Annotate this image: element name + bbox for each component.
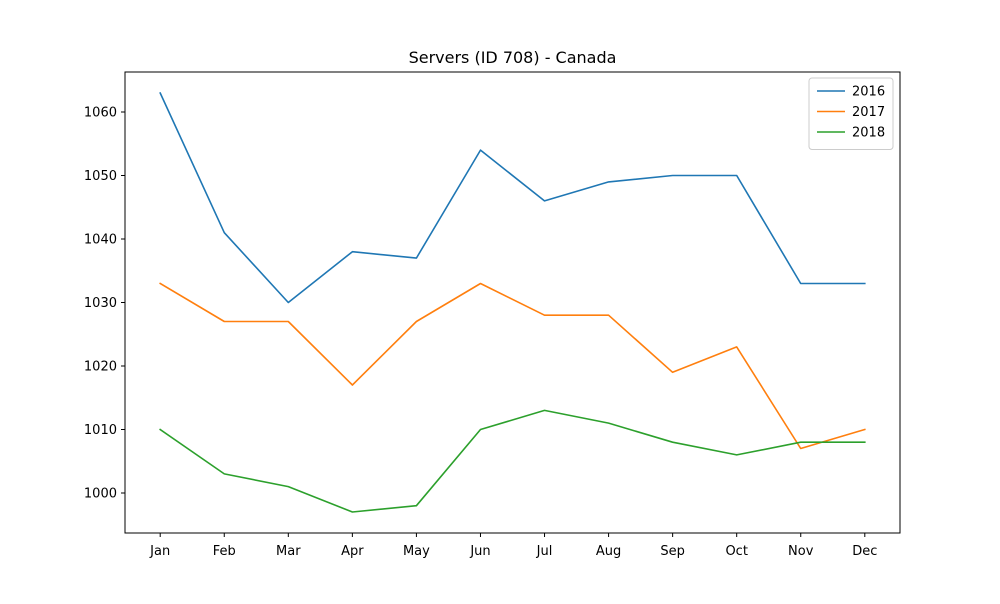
legend-label: 2017 (852, 105, 885, 120)
x-tick-label: Jul (536, 544, 553, 559)
series-line-2018 (159, 409, 866, 513)
y-tick-label: 1010 (84, 423, 117, 438)
x-tick-label: Jun (469, 544, 490, 559)
x-tick-label: Mar (276, 544, 301, 559)
y-tick-label: 1060 (84, 106, 117, 121)
x-tick-label: Nov (788, 544, 814, 559)
y-tick-label: 1040 (84, 233, 117, 248)
y-tick-label: 1030 (84, 296, 117, 311)
x-tick-label: Jan (149, 544, 170, 559)
chart-title: Servers (ID 708) - Canada (409, 48, 617, 67)
legend: 2016 2017 2018 (808, 77, 894, 150)
series-layer (159, 91, 866, 513)
legend-label: 2018 (852, 126, 885, 141)
y-tick-label: 1000 (84, 486, 117, 501)
x-tick-label: Sep (660, 544, 685, 559)
x-tick-label: Feb (213, 544, 236, 559)
series-line-2016 (159, 91, 866, 304)
y-tick-label: 1020 (84, 359, 117, 374)
y-tick-label: 1050 (84, 169, 117, 184)
x-tick-label: Aug (596, 544, 621, 559)
plot-frame (124, 71, 901, 534)
x-tick-label: Apr (341, 544, 364, 559)
legend-label: 2016 (852, 85, 885, 100)
x-tick-label: May (403, 544, 430, 559)
x-tick-label: Oct (725, 544, 747, 559)
series-line-2017 (159, 282, 866, 450)
x-axis: Jan Feb Mar Apr May Jun Jul Aug Sep Oct Nov Dec (149, 533, 877, 559)
y-axis: 1000 1010 1020 1030 1040 1050 1060 (84, 106, 125, 501)
x-tick-label: Dec (852, 544, 877, 559)
